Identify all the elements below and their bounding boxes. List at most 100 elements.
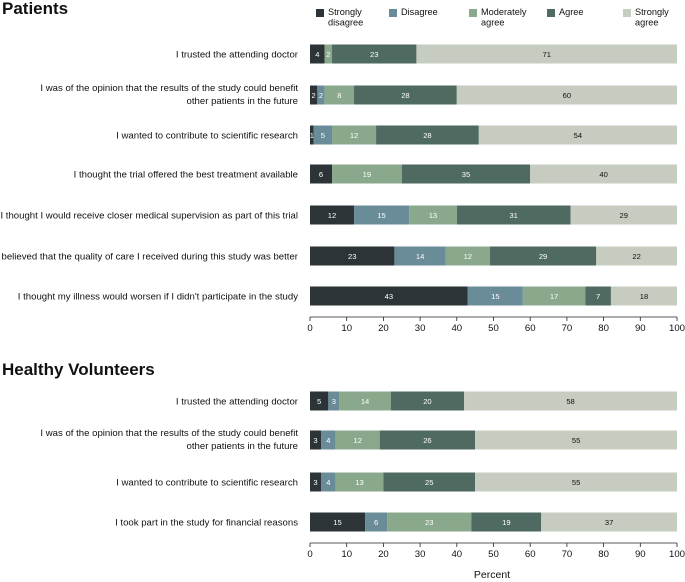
segment-value: 23 — [425, 518, 433, 527]
bar-segment — [317, 85, 325, 105]
segment-value: 3 — [332, 397, 336, 406]
bar-segment — [610, 286, 677, 306]
x-tick-label: 60 — [525, 323, 536, 334]
segment-value: 18 — [640, 292, 648, 301]
bar-segment — [310, 246, 395, 266]
segment-value: 8 — [337, 91, 341, 100]
segment-value: 26 — [423, 436, 431, 445]
bar-segment — [475, 430, 677, 450]
bar-segment — [328, 391, 340, 411]
x-axis-title: Percent — [474, 569, 510, 581]
x-tick-label: 0 — [307, 323, 312, 334]
bar-segment — [354, 205, 410, 225]
segment-value: 6 — [319, 170, 323, 179]
bar-segment — [313, 125, 333, 145]
segment-value: 15 — [333, 518, 341, 527]
x-tick-label: 100 — [669, 323, 685, 334]
bar-segment — [365, 512, 388, 532]
segment-value: 31 — [509, 211, 517, 220]
x-tick-label: 80 — [598, 549, 609, 560]
segment-value: 40 — [599, 170, 607, 179]
segment-value: 13 — [429, 211, 437, 220]
bar-segment — [324, 44, 333, 64]
segment-value: 28 — [401, 91, 409, 100]
bar-segment — [541, 512, 677, 532]
bar-segment — [456, 205, 571, 225]
bar-segment — [478, 125, 677, 145]
x-tick-label: 0 — [307, 549, 312, 560]
bar-segment — [310, 85, 318, 105]
bar-segment — [530, 164, 677, 184]
bar-segment — [464, 391, 677, 411]
segment-value: 14 — [361, 397, 369, 406]
x-tick-label: 50 — [488, 549, 499, 560]
bar-segment — [376, 125, 479, 145]
legend-entry: Moderately agree — [469, 7, 527, 28]
segment-value: 12 — [353, 436, 361, 445]
legend-swatch — [316, 9, 324, 17]
bar-segment — [489, 246, 597, 266]
panel-title: Patients — [2, 0, 68, 18]
bar-segment — [335, 430, 380, 450]
segment-value: 3 — [313, 436, 317, 445]
segment-value: 1 — [310, 131, 314, 140]
segment-value: 55 — [572, 478, 580, 487]
bar-segment — [456, 85, 677, 105]
x-tick-label: 20 — [378, 549, 389, 560]
legend-swatch — [623, 9, 631, 17]
bar-segment — [335, 472, 384, 492]
bar-segment — [445, 246, 490, 266]
row-label: I took part in the study for financial r… — [115, 518, 298, 529]
segment-value: 60 — [563, 91, 571, 100]
legend-label: Moderately agree — [481, 7, 527, 28]
segment-value: 29 — [620, 211, 628, 220]
bar-segment — [310, 512, 366, 532]
segment-value: 19 — [502, 518, 510, 527]
bar-segment — [310, 164, 333, 184]
panel-title: Healthy Volunteers — [2, 360, 155, 379]
bar-segment — [471, 512, 542, 532]
legend-label: Strongly agree — [635, 7, 669, 28]
x-tick-label: 80 — [598, 323, 609, 334]
x-tick-label: 100 — [669, 549, 685, 560]
segment-value: 14 — [416, 252, 424, 261]
segment-value: 17 — [550, 292, 558, 301]
segment-value: 2 — [326, 50, 330, 59]
row-label: I wanted to contribute to scientific res… — [116, 131, 298, 142]
row-label: I wanted to contribute to scientific res… — [116, 478, 298, 489]
bar-segment — [383, 472, 476, 492]
bar-segment — [321, 472, 336, 492]
segment-value: 71 — [542, 50, 550, 59]
bar-segment — [354, 85, 457, 105]
segment-value: 23 — [348, 252, 356, 261]
bar-segment — [332, 125, 377, 145]
row-label: I trusted the attending doctor — [176, 397, 299, 408]
segment-value: 58 — [566, 397, 574, 406]
legend-entry: Strongly disagree — [316, 7, 363, 28]
legend-swatch — [547, 9, 555, 17]
segment-value: 4 — [326, 436, 330, 445]
legend-entry: Strongly agree — [623, 7, 669, 28]
row-label: I trusted the attending doctor — [176, 50, 299, 61]
bar-segment — [394, 246, 446, 266]
segment-value: 13 — [355, 478, 363, 487]
segment-value: 22 — [632, 252, 640, 261]
bar-segment — [570, 205, 677, 225]
x-tick-label: 90 — [635, 549, 646, 560]
row-label: I thought the trial offered the best tre… — [74, 170, 298, 181]
segment-value: 4 — [315, 50, 319, 59]
row-label: I was of the opinion that the results of… — [40, 83, 298, 107]
x-tick-label: 30 — [415, 549, 426, 560]
segment-value: 12 — [464, 252, 472, 261]
x-tick-label: 70 — [562, 323, 573, 334]
x-tick-label: 90 — [635, 323, 646, 334]
bar-segment — [310, 205, 355, 225]
bar-segment — [390, 391, 465, 411]
segment-value: 15 — [491, 292, 499, 301]
segment-value: 43 — [385, 292, 393, 301]
segment-value: 6 — [374, 518, 378, 527]
bar-segment — [310, 125, 314, 145]
segment-value: 23 — [370, 50, 378, 59]
segment-value: 37 — [605, 518, 613, 527]
